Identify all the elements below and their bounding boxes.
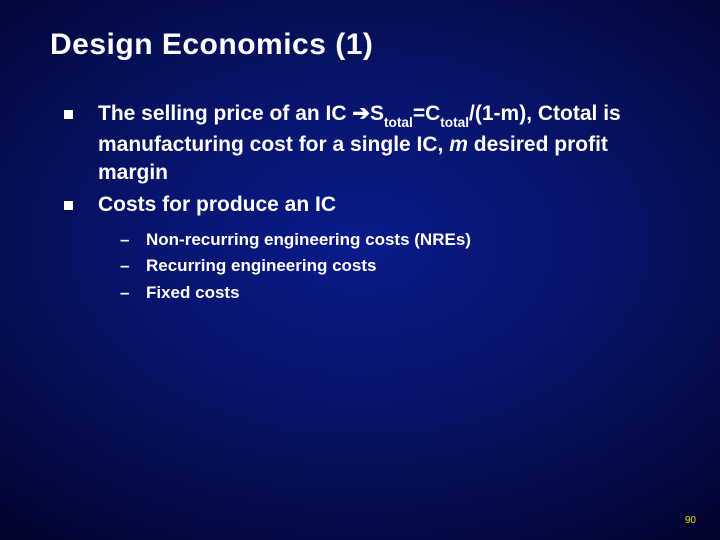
slide-container: Design Economics (1) The selling price o…: [0, 0, 720, 540]
formula-c: C: [425, 102, 440, 125]
bullet-item-2: Costs for produce an IC: [62, 191, 670, 219]
bullet2-text: Costs for produce an IC: [98, 193, 336, 216]
formula-eq: =: [413, 102, 425, 125]
subbullet-item-2: Recurring engineering costs: [120, 254, 670, 278]
formula-s: S: [370, 102, 384, 125]
bullet-list-level1: The selling price of an IC ➔Stotal=Ctota…: [50, 100, 670, 220]
subbullet-item-3: Fixed costs: [120, 281, 670, 305]
formula-s-sub: total: [384, 115, 413, 130]
arrow-icon: ➔: [352, 102, 370, 125]
bullet-item-1: The selling price of an IC ➔Stotal=Ctota…: [62, 100, 670, 187]
subbullet-item-1: Non-recurring engineering costs (NREs): [120, 228, 670, 252]
slide-title: Design Economics (1): [50, 28, 670, 62]
bullet1-prefix: The selling price of an IC: [98, 102, 352, 125]
bullet1-m: m: [449, 133, 468, 156]
formula-c-sub: total: [440, 115, 469, 130]
page-number: 90: [685, 515, 696, 526]
formula-tail: /(1-m): [469, 102, 526, 125]
bullet-list-level2: Non-recurring engineering costs (NREs) R…: [50, 228, 670, 305]
